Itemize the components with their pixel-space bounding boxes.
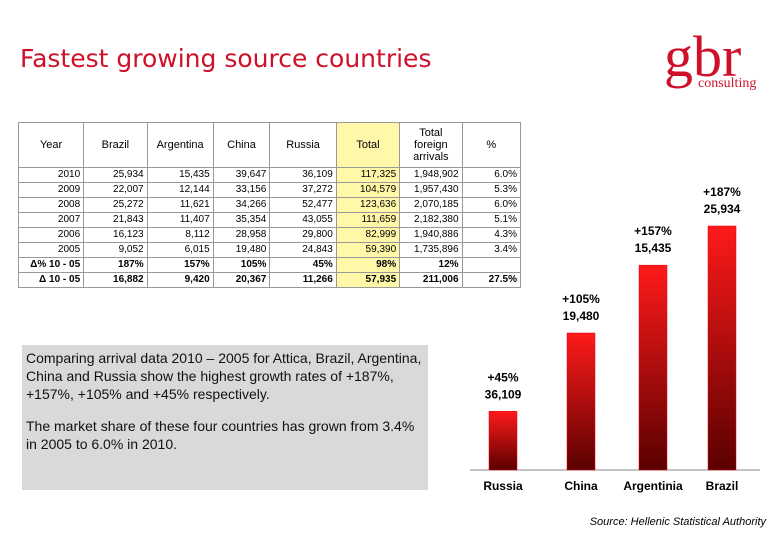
table-cell: 211,006 (399, 272, 463, 288)
table-row: 2010 25,934 15,435 39,647 36,109 117,325 1,948… (17, 167, 522, 183)
column-header: % (461, 122, 522, 168)
table-cell: 104,579 (335, 182, 401, 198)
data-table: Year Brazil Argentina China Russia Total Total… (17, 122, 522, 288)
logo-sub: consulting (698, 76, 757, 91)
header-row: Year Brazil Argentina China Russia Total Total… (17, 122, 522, 168)
table-cell: 39,647 (212, 167, 271, 183)
logo: gbr (664, 24, 742, 89)
value-label: +187% (703, 185, 741, 199)
table-cell: 157% (146, 257, 214, 273)
table-cell: 2009 (17, 182, 85, 198)
table-cell: 123,636 (335, 197, 401, 213)
table-cell: 36,109 (269, 167, 337, 183)
category-label: Russia (483, 479, 523, 493)
source: Source: Hellenic Statistical Authority (589, 516, 766, 528)
title: Fastest growing source countries (20, 44, 432, 73)
table-cell: 57,935 (335, 272, 401, 288)
table-cell: 2010 (17, 167, 85, 183)
table-cell: 98% (335, 257, 401, 273)
table-cell: 82,999 (335, 227, 401, 243)
table-cell: Δ% 10 - 05 (17, 257, 85, 273)
table-cell: 24,843 (269, 242, 337, 258)
table-cell: 35,354 (212, 212, 271, 228)
table-cell: 2006 (17, 227, 85, 243)
table-cell: 52,477 (269, 197, 337, 213)
table-cell: 15,435 (146, 167, 214, 183)
column-header: Russia (269, 122, 337, 168)
table-cell: 16,882 (83, 272, 148, 288)
table-cell: 45% (269, 257, 337, 273)
table-cell: 11,407 (146, 212, 214, 228)
table-cell: 22,007 (83, 182, 148, 198)
table-cell: 11,266 (269, 272, 337, 288)
table-cell: 9,052 (83, 242, 148, 258)
increase-label: 36,109 (485, 387, 522, 401)
table-cell: 2005 (17, 242, 85, 258)
category-label: Brazil (706, 479, 739, 493)
value-label: +157% (634, 224, 672, 238)
table-cell: 9,420 (146, 272, 214, 288)
bar (638, 264, 668, 471)
table-cell: 33,156 (212, 182, 271, 198)
table-cell: 2008 (17, 197, 85, 213)
table-cell: 105% (212, 257, 271, 273)
note-box: Comparing arrival data 2010 – 2005 for A… (22, 345, 428, 490)
table-cell: 111,659 (335, 212, 401, 228)
table-row: 2006 16,123 8,112 28,958 29,800 82,999 1,940,8… (17, 227, 522, 243)
increase-label: 25,934 (704, 202, 741, 216)
bar (707, 225, 737, 471)
table-cell: 27.5% (461, 272, 522, 288)
table-cell: 117,325 (335, 167, 401, 183)
table-cell: 11,621 (146, 197, 214, 213)
value-label: +45% (487, 370, 518, 384)
note-paragraph: The market share of these four countries… (26, 418, 415, 452)
table-cell: 37,272 (269, 182, 337, 198)
table-cell: 2007 (17, 212, 85, 228)
column-header: China (212, 122, 271, 168)
table-cell: 28,958 (212, 227, 271, 243)
column-header: Brazil (83, 122, 148, 168)
table-cell: 34,266 (212, 197, 271, 213)
column-header: Total (335, 122, 401, 168)
table-cell: 25,934 (83, 167, 148, 183)
table-cell: 25,272 (83, 197, 148, 213)
table-cell: 20,367 (212, 272, 271, 288)
category-label: Argentinia (623, 479, 683, 493)
table-cell: 29,800 (269, 227, 337, 243)
table-cell: 6,015 (146, 242, 214, 258)
increase-label: 19,480 (563, 309, 600, 323)
column-header: Year (17, 122, 85, 168)
table-cell: 59,390 (335, 242, 401, 258)
chart: +45% 36,109 Russia +105% 19,480 China +157% 15,… (470, 185, 760, 493)
table-cell: 187% (83, 257, 148, 273)
category-label: China (564, 479, 598, 493)
table-cell: 43,055 (269, 212, 337, 228)
table-cell: 21,843 (83, 212, 148, 228)
increase-label: 15,435 (635, 241, 672, 255)
table-cell: Δ 10 - 05 (17, 272, 85, 288)
table-row: 2005 9,052 6,015 19,480 24,843 59,390 1,735,89… (17, 242, 522, 258)
table-cell: 19,480 (212, 242, 271, 258)
table-cell: 12,144 (146, 182, 214, 198)
bar (566, 332, 596, 471)
column-header: Total foreign arrivals (399, 122, 463, 168)
table-row: Δ 10 - 05 16,882 9,420 20,367 11,266 57,935 21… (17, 272, 522, 288)
value-label: +105% (562, 292, 600, 306)
column-header: Argentina (146, 122, 214, 168)
note-paragraph: Comparing arrival data 2010 – 2005 for A… (26, 350, 422, 402)
bar (488, 411, 518, 471)
table-row: 2007 21,843 11,407 35,354 43,055 111,659 2,182… (17, 212, 522, 228)
table-cell: 8,112 (146, 227, 214, 243)
table-cell: 16,123 (83, 227, 148, 243)
